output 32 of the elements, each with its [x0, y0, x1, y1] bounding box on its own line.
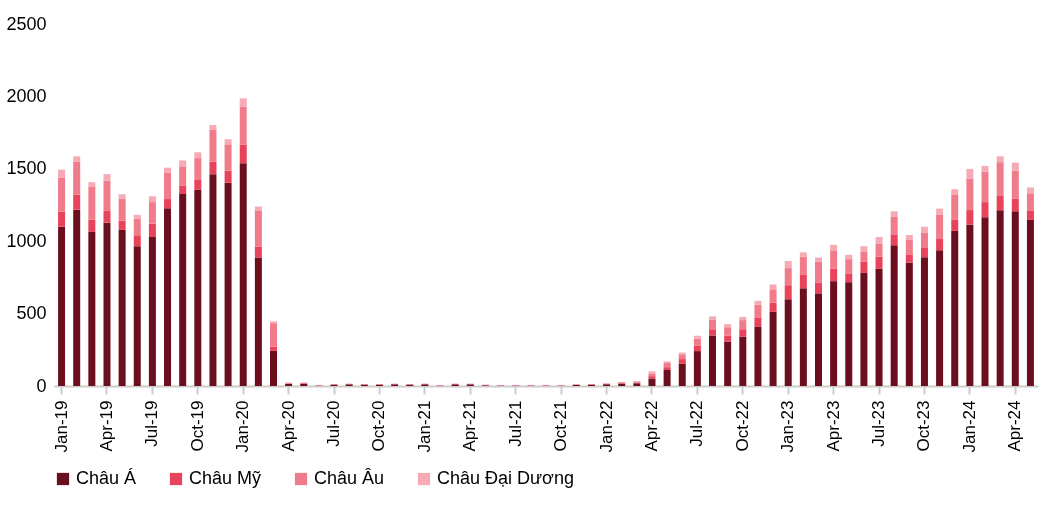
x-tick-label: Jul-21: [505, 400, 525, 447]
x-tick-label: Apr-22: [641, 400, 661, 452]
x-tick-label: Jan-19: [51, 400, 71, 453]
y-tick-label: 2000: [6, 85, 47, 106]
x-tick-label: Apr-21: [460, 400, 480, 452]
x-tick-label: Jan-20: [233, 400, 253, 453]
x-tick-label: Oct-19: [187, 400, 207, 452]
x-tick-label: Apr-20: [278, 400, 298, 452]
x-tick-label: Jul-22: [687, 400, 707, 447]
x-tick-label: Jan-24: [959, 400, 979, 453]
x-tick-label: Jul-23: [869, 400, 889, 447]
y-tick-label: 2500: [6, 13, 47, 34]
x-tick-label: Jan-23: [778, 400, 798, 453]
x-tick-label: Jul-20: [324, 400, 344, 447]
x-tick-label: Jan-21: [414, 400, 434, 453]
legend-label: Châu Á: [76, 468, 137, 488]
x-tick-label: Apr-19: [96, 400, 116, 452]
legend-label: Châu Mỹ: [189, 468, 262, 488]
x-tick-label: Oct-22: [732, 400, 752, 452]
y-tick-label: 500: [16, 303, 47, 324]
y-tick-label: 0: [36, 375, 47, 396]
x-tick-label: Jul-19: [142, 400, 162, 447]
x-tick-label: Apr-24: [1005, 400, 1025, 452]
x-tick-label: Oct-23: [914, 400, 934, 452]
legend-label: Châu Đại Dương: [437, 468, 574, 488]
y-tick-label: 1500: [6, 158, 47, 179]
x-tick-label: Oct-20: [369, 400, 389, 452]
x-tick-label: Oct-21: [551, 400, 571, 452]
y-tick-label: 1000: [6, 230, 47, 251]
x-tick-label: Apr-23: [823, 400, 843, 452]
legend-label: Châu Âu: [314, 468, 385, 488]
x-tick-label: Jan-22: [596, 400, 616, 453]
